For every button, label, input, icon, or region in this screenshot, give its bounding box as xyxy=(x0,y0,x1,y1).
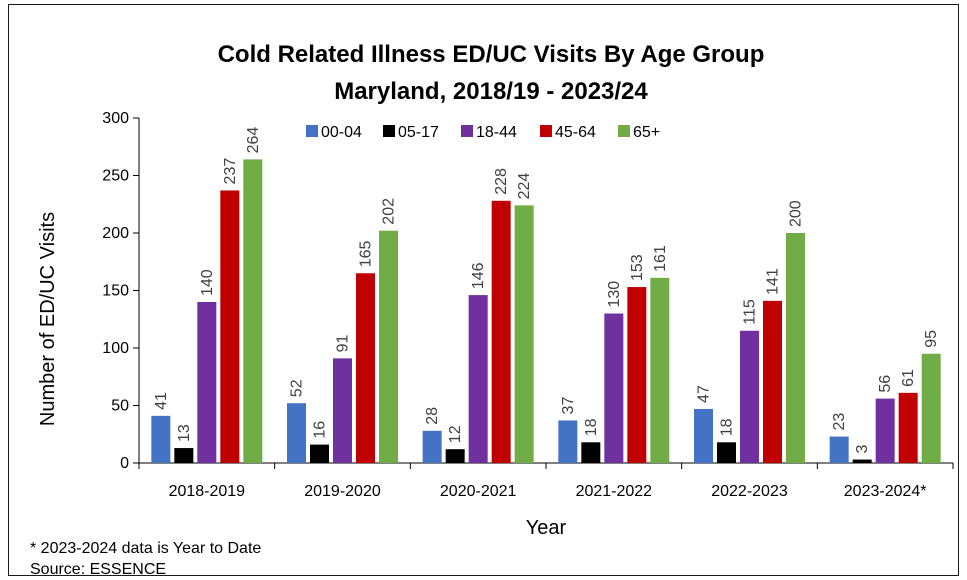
data-label: 18 xyxy=(583,418,600,436)
bar-45-64 xyxy=(898,392,918,463)
x-tick-label: 2023-2024* xyxy=(844,483,927,500)
data-label: 115 xyxy=(742,299,759,325)
x-tick-label: 2021-2022 xyxy=(576,483,653,500)
data-label: 161 xyxy=(652,245,669,272)
y-tick-label: 200 xyxy=(102,225,129,242)
legend-label-18-44: 18-44 xyxy=(476,124,517,141)
x-axis-title: Year xyxy=(526,517,567,539)
bar-18-44 xyxy=(333,358,352,463)
bar-00-04 xyxy=(287,403,306,463)
chart-subtitle: Maryland, 2018/19 - 2023/24 xyxy=(334,78,648,105)
y-tick-label: 250 xyxy=(102,168,129,185)
bar-18-44 xyxy=(197,302,217,463)
data-label: 16 xyxy=(312,421,329,439)
y-tick-label: 100 xyxy=(102,340,129,357)
data-label: 12 xyxy=(447,425,464,443)
data-label: 228 xyxy=(493,168,510,195)
bar-18-44 xyxy=(875,398,895,463)
bar-05-17 xyxy=(310,444,329,463)
bar-65+ xyxy=(514,205,534,463)
bar-45-64 xyxy=(763,300,782,463)
bar-45-64 xyxy=(627,287,647,463)
bar-05-17 xyxy=(717,442,736,463)
bar-65+ xyxy=(921,353,941,463)
x-tick-label: 2019-2020 xyxy=(304,483,381,500)
bar-00-04 xyxy=(422,430,442,463)
footnote-year-to-date: * 2023-2024 data is Year to Date xyxy=(30,540,262,557)
data-label: 224 xyxy=(516,173,533,200)
legend-swatch-05-17 xyxy=(383,125,395,137)
legend-label-00-04: 00-04 xyxy=(321,124,362,141)
data-label: 165 xyxy=(358,240,375,267)
y-tick-label: 50 xyxy=(111,398,129,415)
data-label: 202 xyxy=(381,198,398,225)
bar-18-44 xyxy=(468,295,488,463)
bar-65+ xyxy=(379,230,398,463)
legend-label-05-17: 05-17 xyxy=(398,124,439,141)
chart-title: Cold Related Illness ED/UC Visits By Age… xyxy=(218,41,765,68)
data-label: 41 xyxy=(153,392,170,410)
x-tick-label: 2020-2021 xyxy=(440,483,517,500)
source-note: Source: ESSENCE xyxy=(30,561,167,578)
legend-swatch-45-64 xyxy=(540,125,552,137)
bar-00-04 xyxy=(694,408,713,463)
data-label: 13 xyxy=(176,424,193,442)
data-label: 264 xyxy=(245,127,262,154)
x-tick-label: 2022-2023 xyxy=(711,483,788,500)
data-label: 18 xyxy=(719,418,736,436)
data-label: 200 xyxy=(788,200,805,227)
bar-45-64 xyxy=(220,190,240,463)
data-label: 52 xyxy=(289,379,306,397)
bar-18-44 xyxy=(604,313,624,463)
data-label: 47 xyxy=(696,385,713,403)
bar-00-04 xyxy=(829,436,849,463)
legend-swatch-18-44 xyxy=(461,125,473,137)
bar-00-04 xyxy=(151,415,171,463)
data-label: 3 xyxy=(854,445,871,454)
data-label: 146 xyxy=(470,262,487,289)
bar-00-04 xyxy=(558,420,578,463)
bar-05-17 xyxy=(852,459,872,463)
data-label: 28 xyxy=(424,407,441,425)
y-tick-label: 150 xyxy=(102,283,129,300)
bar-18-44 xyxy=(740,330,759,463)
bar-65+ xyxy=(650,277,670,463)
data-label: 153 xyxy=(629,254,646,281)
data-label: 91 xyxy=(335,334,352,352)
bar-05-17 xyxy=(174,448,194,463)
data-label: 95 xyxy=(923,330,940,348)
legend-label-65+: 65+ xyxy=(633,124,660,141)
data-label: 141 xyxy=(765,268,782,295)
legend: 00-04 05-17 18-44 45-64 65+ xyxy=(306,124,660,141)
y-tick-label: 0 xyxy=(120,455,129,472)
legend-label-45-64: 45-64 xyxy=(555,124,596,141)
legend-swatch-00-04 xyxy=(306,125,318,137)
bar-05-17 xyxy=(581,442,601,463)
bar-65+ xyxy=(786,233,805,463)
data-label: 56 xyxy=(877,375,894,393)
y-axis-title: Number of ED/UC Visits xyxy=(37,212,59,426)
data-label: 140 xyxy=(199,269,216,296)
data-label: 37 xyxy=(560,397,577,415)
data-label: 23 xyxy=(831,413,848,431)
x-tick-label: 2018-2019 xyxy=(169,483,246,500)
bar-45-64 xyxy=(491,200,511,464)
bar-45-64 xyxy=(356,273,375,463)
bar-65+ xyxy=(243,159,263,463)
data-label: 130 xyxy=(606,281,623,308)
legend-swatch-65+ xyxy=(618,125,630,137)
y-tick-label: 300 xyxy=(102,110,129,127)
data-label: 61 xyxy=(900,369,917,387)
bar-05-17 xyxy=(445,449,465,463)
plot-area: 0 50 100 150 200 250 300 2018-2019 41 13 140 237 264… xyxy=(102,110,954,500)
data-label: 237 xyxy=(222,158,239,185)
